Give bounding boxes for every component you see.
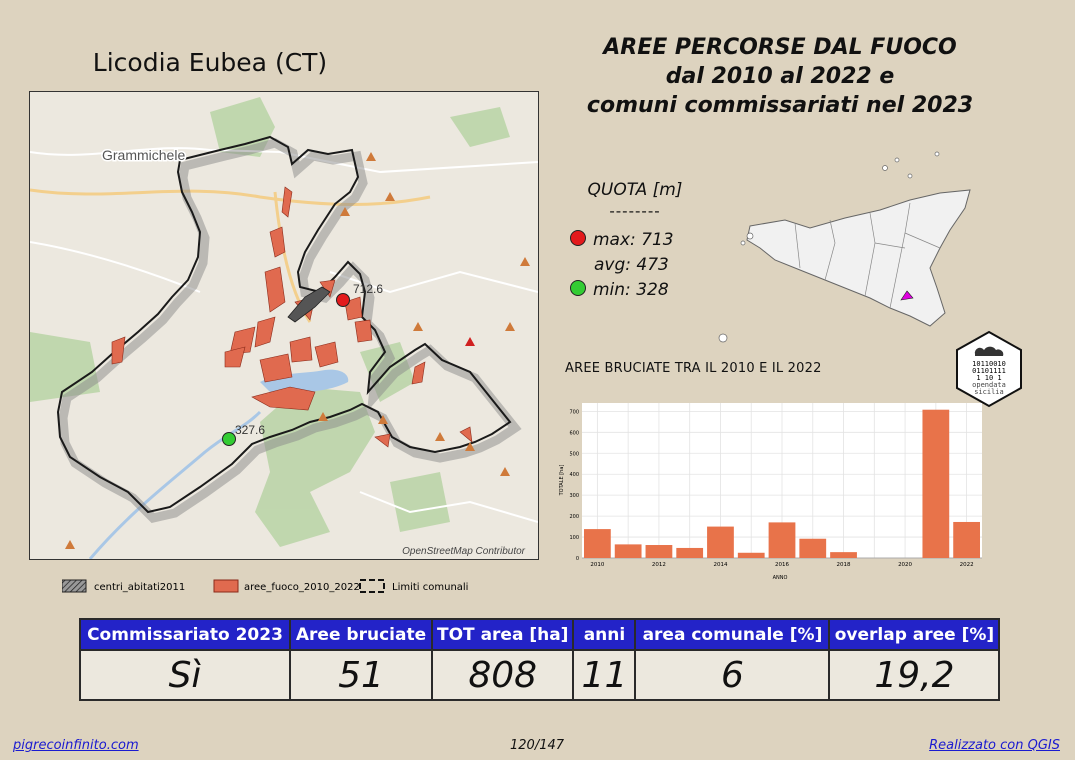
map-legend: centri_abitati2011 aree_fuoco_2010_2022 … [62,579,468,593]
minor-islands [718,151,940,343]
table-cell-overlap: 19,2 [828,649,1001,701]
chart-bar [584,529,611,558]
min-elevation-label: 327.6 [235,423,265,437]
chart-ytick-label: 400 [569,472,579,478]
title-line-2: dal 2010 al 2022 e [665,64,895,89]
table-cell-tot-area: 808 [430,649,575,701]
sicily-inset-map [718,151,971,343]
chart-xticks: 2010 2012 2014 2016 2018 2020 2022 [590,562,973,568]
chart-bars [584,409,980,558]
town-label: Grammichele [102,147,185,163]
chart-ylabel: TOTALE [ha] [559,465,565,497]
chart-bar [953,521,980,558]
title-line-3: comuni commissariati nel 2023 [586,93,974,118]
chart-bar [645,545,673,558]
legend-aree: aree_fuoco_2010_2022 [244,582,360,593]
chart-ytick-label: 300 [569,493,579,499]
summary-table: Commissariato 2023 Aree bruciate TOT are… [79,618,1001,701]
table-cell-area-comunale: 6 [634,649,831,701]
svg-text:1 10 1: 1 10 1 [976,374,1001,382]
town-area [287,286,331,323]
centri-swatch [62,579,87,593]
table-cell-aree: 51 [289,649,433,701]
map-title: Licodia Eubea (CT) [92,48,328,77]
burned-areas [111,186,473,448]
chart-bar [799,538,827,558]
chart-bar [676,547,704,558]
limiti-swatch [359,579,385,593]
quota-max-text: max: 713 [593,230,674,250]
chart-xtick-label: 2022 [960,562,974,568]
peak-red-marker [465,337,475,346]
svg-text:opendata: opendata [972,381,1006,389]
quota-max: max: 713 [570,230,674,250]
title-line-1: AREE PERCORSE DAL FUOCO [603,35,957,60]
sicily-region [746,189,971,327]
chart-yticks: 0 100 200 300 400 500 600 700 [569,409,579,562]
quota-separator: -------- [609,202,661,220]
max-elevation-point [336,293,350,307]
svg-text:10110010: 10110010 [972,360,1006,368]
map-attribution: OpenStreetMap Contributor [402,546,526,557]
aree-swatch [213,579,239,593]
table-cell-anni: 11 [572,649,637,701]
table-header-row: Commissariato 2023 Aree bruciate TOT are… [79,618,1001,651]
chart-ytick-label: 0 [576,556,579,562]
table-header: Commissariato 2023 [79,618,291,651]
municipality-highlight [900,290,914,301]
quota-avg: avg: 473 [594,255,669,275]
table-header: area comunale [%] [634,618,831,651]
chart-ytick-label: 700 [569,409,579,415]
svg-text:01101111: 01101111 [972,367,1006,375]
table-header: anni [572,618,637,651]
chart-bar [830,552,857,558]
main-title: AREE PERCORSE DAL FUOCO dal 2010 al 2022… [560,33,1000,120]
chart-xtick-label: 2016 [775,562,789,568]
cloud-icon [974,346,1004,356]
legend-centri: centri_abitati2011 [94,582,185,593]
green-areas [30,97,510,547]
chart-bar [614,544,642,558]
chart-xlabel: ANNO [773,575,788,581]
chart-bar [737,552,765,558]
opendata-sicilia-logo: 10110010 01101111 1 10 1 opendata sicili… [956,330,1022,408]
legend-limiti: Limiti comunali [392,582,468,593]
chart-ytick-label: 500 [569,451,579,457]
chart-title: AREE BRUCIATE TRA IL 2010 E IL 2022 [565,361,822,376]
municipal-boundary [56,135,512,514]
max-elevation-label: 712.6 [353,282,383,296]
table-header: Aree bruciate [289,618,433,651]
chart-ytick-label: 200 [569,514,579,520]
chart-ytick-label: 600 [569,430,579,436]
chart-bar [768,522,796,558]
province-boundaries [794,202,941,309]
chart-xtick-label: 2010 [590,562,604,568]
footer-qgis-link[interactable]: Realizzato con QGIS [929,738,1060,753]
min-dot-icon [570,280,586,296]
svg-text:sicilia: sicilia [974,388,1004,396]
page-number: 120/147 [510,738,565,753]
river [88,410,262,559]
table-header: TOT area [ha] [430,618,575,651]
chart-bar [922,409,950,558]
map-svg: 712.6 327.6 Grammichele OpenStreetMap Co… [30,97,538,559]
chart-ytick-label: 100 [569,535,579,541]
chart-xtick-label: 2018 [837,562,851,568]
max-dot-icon [570,230,586,246]
table-cell-commissariato: Sì [79,649,291,701]
chart-xtick-label: 2012 [652,562,666,568]
peak-markers [65,152,530,549]
chart-xtick-label: 2020 [898,562,912,568]
min-elevation-point [222,432,236,446]
table-header: overlap aree [%] [828,618,1001,651]
footer-site-link[interactable]: pigrecoinfinito.com [13,738,139,753]
chart-xtick-label: 2014 [713,562,727,568]
quota-min: min: 328 [570,280,669,300]
quota-min-text: min: 328 [593,280,669,300]
chart-bar [707,526,734,558]
municipality-map: 712.6 327.6 Grammichele OpenStreetMap Co… [29,91,539,560]
quota-title: QUOTA [m] [587,180,683,200]
table-row: Sì 51 808 11 6 19,2 [79,649,1001,701]
